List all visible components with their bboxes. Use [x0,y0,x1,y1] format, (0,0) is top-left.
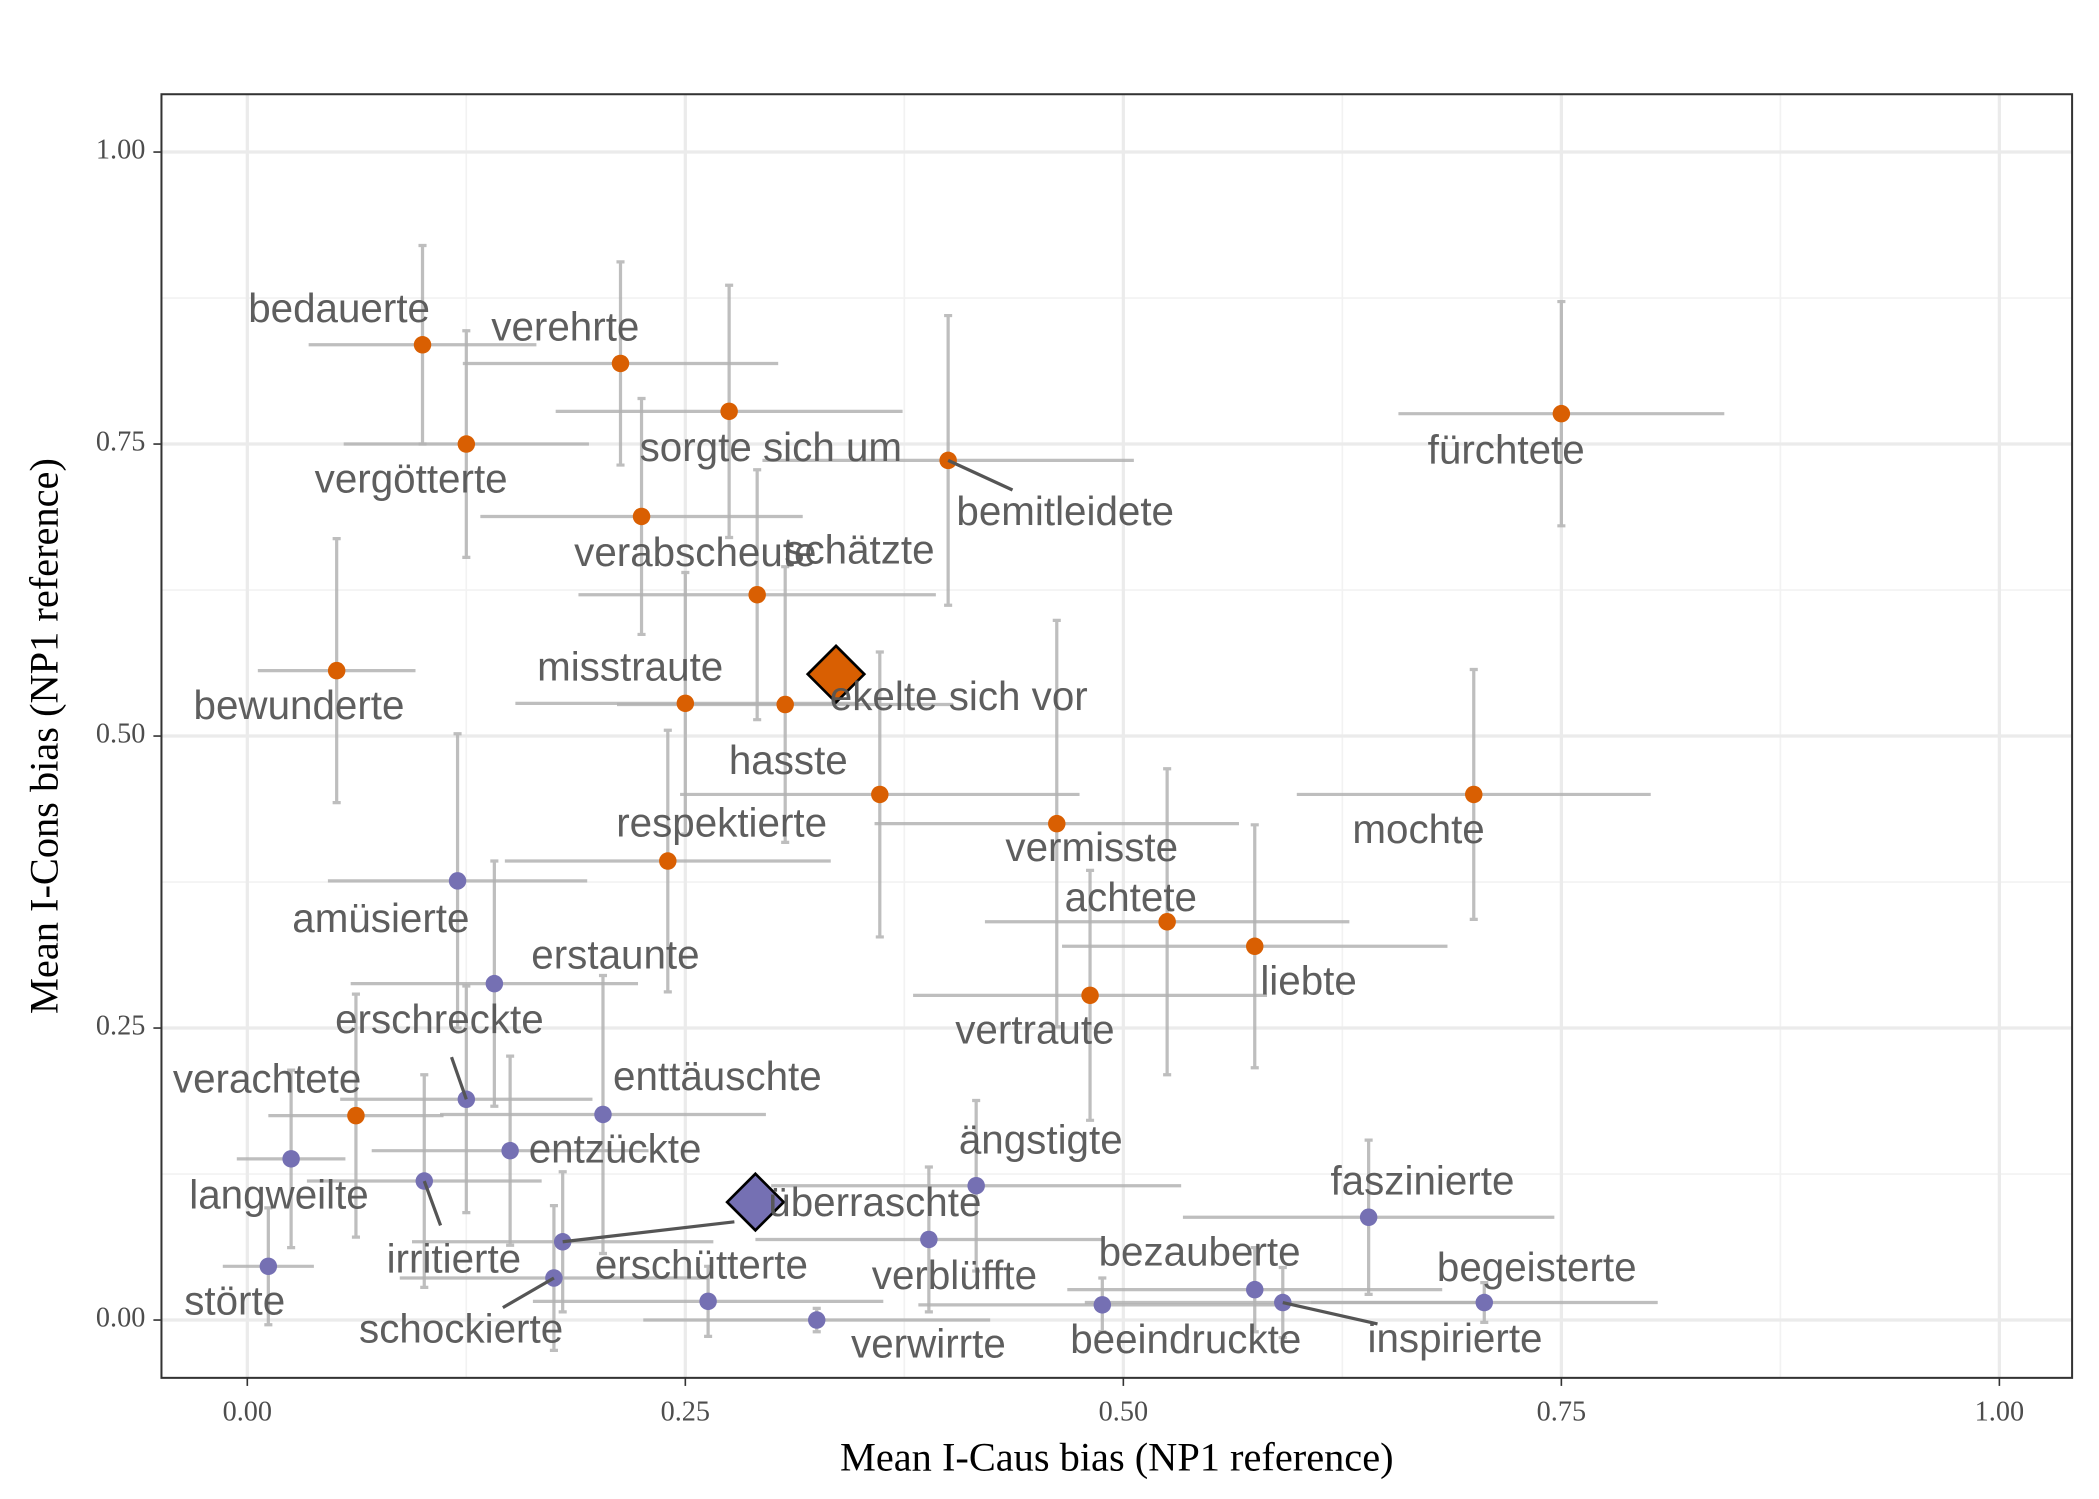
point [748,585,766,604]
mean-diamond [805,643,867,705]
point-label: ängstigte [959,1116,1123,1162]
point-label: überraschte [768,1179,981,1225]
point-label: erschreckte [335,996,544,1042]
x-tick-label: 0.00 [223,1397,272,1428]
panel-border [160,93,2074,1379]
point [1093,1296,1112,1314]
point-label: misstraute [537,643,723,689]
point-label: inspirierte [1368,1315,1543,1361]
point [967,1176,985,1195]
point [807,1311,826,1329]
point-label: verehrte [491,303,639,349]
label-leader [562,1220,735,1244]
point-label: amüsierte [292,895,469,941]
point-label: beeindruckte [1070,1316,1301,1362]
y-tick-label: 1.00 [96,135,145,166]
point [676,694,695,713]
labels: bedauerte verehrte vergötterte sorgte sich … [173,285,1637,1367]
point-label: fürchtete [1428,426,1585,472]
point [259,1257,278,1276]
point [413,336,432,354]
label-leader [449,1056,468,1100]
point [1048,814,1066,833]
point-label: störte [184,1278,285,1324]
point-label: langweilte [189,1172,369,1218]
point [457,435,476,453]
point [501,1141,519,1160]
point-label: respektierte [616,800,827,846]
point-label: schätzte [784,527,934,573]
point-label: erstaunte [531,932,699,978]
point-label: verachtete [173,1056,361,1102]
point [632,507,651,526]
label-leader [502,1276,555,1309]
point-label: vergötterte [315,455,508,501]
point [282,1150,300,1168]
point-label: irritierte [387,1235,522,1281]
x-tick-label: 1.00 [1975,1397,2024,1428]
point-label: enttäuschte [613,1053,822,1099]
point-label: vertraute [955,1007,1114,1053]
point-label: achtete [1065,874,1197,920]
point-label: bemitleidete [956,488,1174,534]
point [1359,1208,1378,1227]
point-label: verblüffte [872,1252,1037,1298]
point [1158,913,1176,931]
means [725,643,867,1233]
point-label: sorgte sich um [640,424,902,470]
point [699,1292,717,1311]
point [327,661,346,680]
points [259,336,1571,1329]
point [1475,1293,1494,1312]
x-axis-title: Mean I-Caus bias (NP1 reference) [840,1435,1394,1480]
point [776,695,794,714]
point [611,354,630,373]
label-leader [947,458,1014,492]
point [594,1105,612,1124]
point-label: faszinierte [1330,1157,1514,1203]
point [1081,986,1099,1005]
point-label: bewunderte [194,682,405,728]
y-tick-label: 0.75 [96,427,145,458]
point-label: schockierte [359,1305,563,1351]
point-label: bezauberte [1099,1228,1301,1274]
y-tick-label: 0.25 [96,1011,145,1042]
point [1246,1280,1264,1299]
point-label: vermisste [1005,824,1178,870]
x-tick-label: 0.25 [661,1397,710,1428]
point [920,1230,938,1249]
point [659,852,677,870]
point [457,1090,476,1109]
y-axis-title: Mean I-Cons bias (NP1 reference) [22,458,67,1014]
point-label: ekelte sich vor [830,673,1088,719]
point-label: mochte [1352,806,1484,852]
point-label: entzückte [529,1126,702,1172]
point [347,1106,365,1125]
mean-diamond [725,1171,786,1233]
point [720,402,738,421]
point [1465,785,1483,804]
y-tick-label: 0.50 [96,719,145,750]
point-label: verwirrte [851,1321,1006,1367]
label-leader [422,1180,443,1227]
x-tick-label: 0.50 [1099,1397,1148,1428]
point-label: begeisterte [1437,1244,1637,1290]
point-label: liebte [1260,958,1356,1004]
point [1246,937,1264,956]
point-label: bedauerte [248,285,430,331]
label-leader [1282,1300,1378,1326]
point [1552,404,1571,423]
point-label: hasste [729,737,848,783]
x-tick-label: 0.75 [1537,1397,1586,1428]
point [871,785,889,804]
point [485,974,504,993]
point [448,872,467,890]
y-tick-label: 0.00 [96,1303,145,1334]
point-label: erschütterte [595,1241,808,1287]
point-label: verabscheute [574,529,816,575]
